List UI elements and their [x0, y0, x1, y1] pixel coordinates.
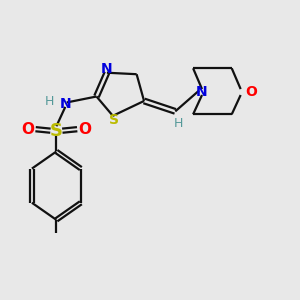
Text: H: H: [173, 117, 183, 130]
Text: O: O: [245, 85, 257, 99]
Text: O: O: [22, 122, 34, 137]
Text: N: N: [196, 85, 208, 99]
Text: N: N: [59, 97, 71, 111]
Text: S: S: [109, 113, 119, 127]
Text: H: H: [44, 95, 54, 108]
Text: S: S: [50, 122, 63, 140]
Text: N: N: [101, 62, 113, 76]
Text: O: O: [78, 122, 91, 137]
